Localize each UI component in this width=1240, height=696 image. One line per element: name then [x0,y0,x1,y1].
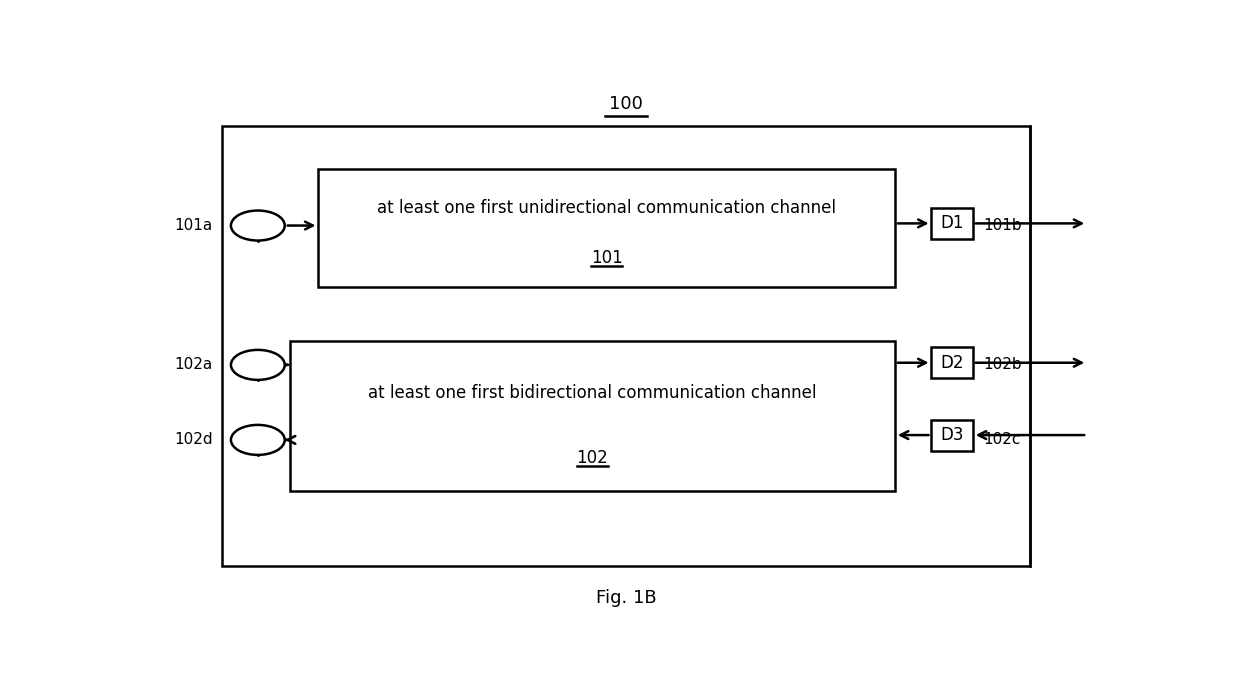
Text: 102b: 102b [983,357,1022,372]
Text: 102d: 102d [174,432,213,448]
Bar [319,169,895,287]
Text: 101a: 101a [175,218,213,233]
Text: 102: 102 [577,449,608,467]
Text: 101: 101 [590,248,622,267]
Bar [222,127,1029,566]
Circle shape [231,210,285,241]
Text: at least one first unidirectional communication channel: at least one first unidirectional commun… [377,199,836,217]
Text: at least one first bidirectional communication channel: at least one first bidirectional communi… [368,384,816,402]
Bar [931,208,973,239]
Text: D2: D2 [940,354,963,372]
Text: 102a: 102a [175,357,213,372]
Bar [290,341,895,491]
Bar [931,420,973,450]
Bar [931,347,973,378]
Circle shape [231,425,285,455]
Circle shape [231,350,285,380]
Text: D1: D1 [940,214,963,232]
Text: Fig. 1B: Fig. 1B [595,589,656,607]
Text: 101b: 101b [983,218,1022,233]
Text: 102c: 102c [983,432,1021,448]
Text: D3: D3 [940,426,963,444]
Text: 100: 100 [609,95,642,113]
